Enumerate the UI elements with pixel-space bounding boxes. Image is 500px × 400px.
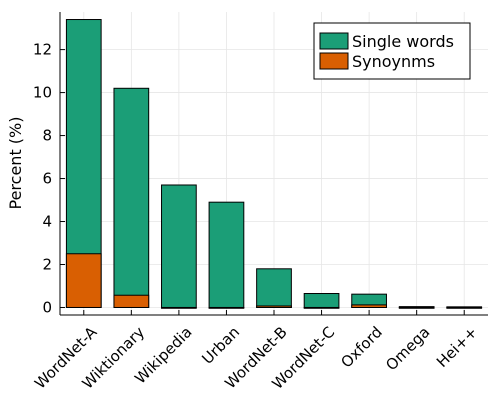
y-ticks: 0 2 4 6 8 10 12 (33, 41, 65, 316)
legend-swatch-synonyms (319, 52, 349, 70)
y-tick-label: 0 (42, 298, 52, 316)
legend: Single words Synoynms (313, 22, 471, 80)
bar-synonyms (303, 306, 340, 309)
bar-single-words (256, 268, 292, 308)
bars (65, 19, 483, 309)
bar-synonyms (256, 305, 292, 308)
bar-single-words (303, 293, 340, 308)
x-tick-label: Hei++ (433, 323, 481, 371)
y-tick-label: 8 (42, 127, 52, 145)
legend-box (313, 22, 471, 80)
x-tick-label: Oxford (337, 323, 385, 371)
bar-single-words (208, 201, 245, 308)
bar-synonyms (113, 294, 150, 308)
bar-synonyms (161, 306, 197, 309)
y-tick-label: 10 (33, 84, 52, 102)
bar-synonyms (351, 304, 387, 308)
legend-swatch-single-words (319, 32, 349, 50)
x-tick-label: Urban (198, 323, 243, 368)
y-tick-label: 6 (42, 170, 52, 188)
bar-synonyms (208, 306, 245, 309)
bar-synonyms (446, 306, 483, 309)
y-tick-label: 4 (42, 213, 52, 231)
legend-label-synonyms: Synoynms (352, 52, 435, 71)
x-tick-label: Omega (382, 323, 433, 374)
bar-single-words (161, 184, 197, 308)
bar-synonyms (398, 306, 435, 309)
bar-single-words (113, 87, 150, 308)
y-tick-label: 12 (33, 41, 52, 59)
y-axis-title: Percent (%) (6, 117, 25, 210)
y-tick-label: 2 (42, 256, 52, 274)
bar-synonyms (65, 253, 102, 308)
legend-label-single-words: Single words (352, 32, 454, 51)
